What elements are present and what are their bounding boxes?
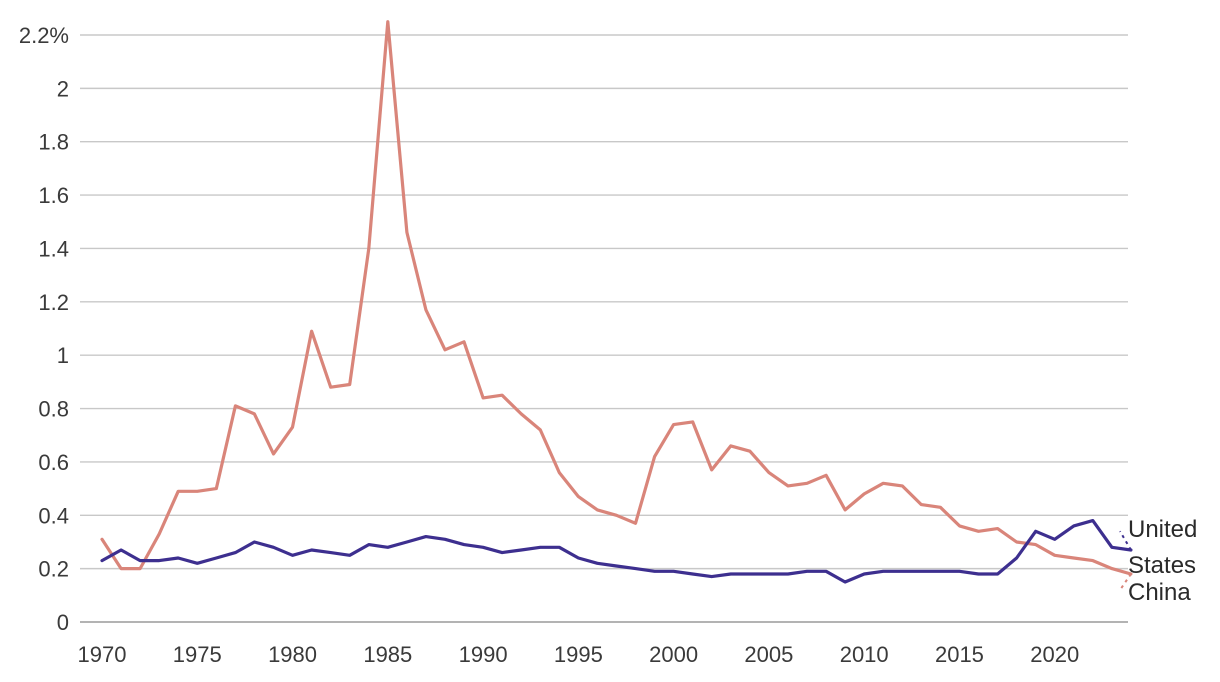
- y-tick-label: 1.8: [38, 130, 69, 155]
- series-labels: China United States: [1128, 516, 1197, 606]
- x-tick-label: 1980: [268, 642, 317, 667]
- series-label-united-states: United: [1128, 516, 1197, 543]
- y-tick-label: 1.4: [38, 236, 69, 261]
- x-tick-label: 2015: [935, 642, 984, 667]
- series-line-united-states: [100, 518, 1133, 584]
- y-axis-tick-labels: 0 0.2 0.4 0.6 0.8 1 1.2 1.4 1.6 1.8 2 2.2%: [19, 23, 69, 635]
- series-label-united-states: States: [1128, 552, 1196, 579]
- y-tick-label: 1.6: [38, 183, 69, 208]
- x-tick-label: 1975: [173, 642, 222, 667]
- x-tick-label: 1985: [363, 642, 412, 667]
- y-tick-label: 0: [57, 610, 69, 635]
- x-tick-label: 1970: [78, 642, 127, 667]
- x-tick-label: 2005: [744, 642, 793, 667]
- y-tick-label: 0.4: [38, 503, 69, 528]
- y-tick-label: 2.2%: [19, 23, 69, 48]
- x-tick-label: 2000: [649, 642, 698, 667]
- y-tick-label: 2: [57, 76, 69, 101]
- x-axis-tick-labels: 1970 1975 1980 1985 1990 1995 2000 2005 2010 2015…: [78, 642, 1080, 667]
- x-tick-label: 1990: [459, 642, 508, 667]
- x-tick-label: 2010: [840, 642, 889, 667]
- y-tick-label: 0.6: [38, 450, 69, 475]
- series-lines: [100, 20, 1133, 591]
- series-label-china: China: [1128, 579, 1191, 606]
- y-tick-label: 0.8: [38, 397, 69, 422]
- series-projection-china: [1119, 573, 1132, 591]
- y-tick-label: 1: [57, 343, 69, 368]
- x-tick-label: 1995: [554, 642, 603, 667]
- x-tick-label: 2020: [1030, 642, 1079, 667]
- gridlines: [80, 34, 1128, 623]
- y-tick-label: 0.2: [38, 557, 69, 582]
- series-line-china: [100, 20, 1133, 576]
- y-tick-label: 1.2: [38, 290, 69, 315]
